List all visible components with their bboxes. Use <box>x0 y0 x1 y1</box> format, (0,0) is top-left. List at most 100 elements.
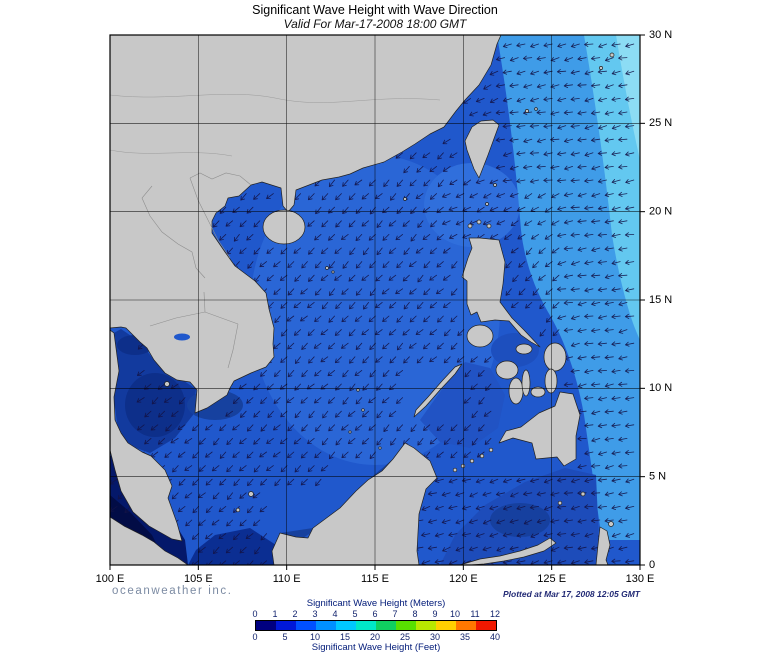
wave-direction-arrow <box>192 478 200 486</box>
wave-direction-arrow <box>584 178 594 184</box>
wave-direction-arrow <box>396 315 404 323</box>
legend-meters-tick-label: 7 <box>392 609 398 619</box>
wave-direction-arrow <box>341 288 349 295</box>
wave-direction-arrow <box>625 205 635 211</box>
wave-direction-arrow <box>590 273 601 279</box>
wave-direction-arrow <box>591 192 601 198</box>
wave-direction-arrow <box>321 220 329 228</box>
wave-direction-arrow <box>618 137 628 143</box>
wave-direction-arrow <box>144 437 152 445</box>
wave-direction-arrow <box>308 356 315 364</box>
land-china-indochina <box>110 35 502 414</box>
wave-direction-arrow <box>597 178 607 184</box>
wave-direction-arrow <box>525 274 533 282</box>
wave-direction-arrow <box>584 70 594 76</box>
wave-direction-arrow <box>563 219 573 225</box>
legend-feet-tick-label: 5 <box>282 632 288 642</box>
wave-direction-arrow <box>272 451 281 458</box>
wave-direction-arrow <box>450 424 458 432</box>
wave-direction-arrow <box>150 424 159 431</box>
wave-direction-arrow <box>423 261 431 269</box>
wave-direction-arrow <box>260 478 268 486</box>
wave-direction-arrow <box>543 177 553 183</box>
wave-direction-arrow <box>502 532 512 538</box>
wave-direction-arrow <box>550 518 560 524</box>
wave-direction-arrow <box>266 383 274 391</box>
wave-direction-arrow <box>172 465 179 473</box>
wave-direction-arrow <box>253 220 261 228</box>
wave-direction-arrow <box>388 274 397 281</box>
wave-direction-arrow <box>349 247 356 256</box>
wave-direction-arrow <box>469 492 478 498</box>
wave-direction-arrow <box>618 191 628 197</box>
wave-direction-arrow <box>625 70 635 76</box>
wave-direction-arrow <box>307 301 315 309</box>
wave-direction-arrow <box>280 410 288 418</box>
wave-direction-arrow <box>322 410 329 419</box>
wave-direction-arrow <box>421 505 431 511</box>
wave-direction-arrow <box>334 356 342 364</box>
wave-direction-arrow <box>287 288 295 296</box>
wave-direction-arrow <box>577 355 587 361</box>
wave-direction-arrow <box>253 465 261 473</box>
land-sulawesi-arm <box>459 537 557 565</box>
wave-direction-arrow <box>436 288 444 295</box>
wave-direction-arrow <box>563 110 573 116</box>
border-line <box>227 323 239 369</box>
wave-direction-arrow <box>402 274 410 282</box>
wave-direction-arrow <box>611 260 621 266</box>
wave-direction-arrow <box>320 274 329 281</box>
page-title: Significant Wave Height with Wave Direct… <box>252 3 498 17</box>
wave-direction-arrow <box>348 193 356 201</box>
wave-direction-arrow <box>198 519 206 526</box>
wave-direction-arrow <box>597 314 607 320</box>
wave-direction-arrow <box>516 151 526 157</box>
wave-direction-arrow <box>436 424 444 431</box>
wave-direction-arrow <box>611 96 621 102</box>
wave-direction-arrow <box>604 464 614 470</box>
wave-direction-arrow <box>618 110 628 116</box>
wave-direction-arrow <box>544 233 553 240</box>
wave-direction-arrow <box>618 409 628 415</box>
axis-labels: 100 E 105 E 110 E 115 E 120 E 125 E 130 E 0 5 N 1… <box>96 29 673 585</box>
wave-direction-arrow <box>307 329 315 336</box>
wave-direction-arrow <box>448 206 458 212</box>
wave-direction-arrow <box>502 69 512 75</box>
wave-direction-arrow <box>246 397 254 404</box>
wave-direction-arrow <box>334 329 342 336</box>
wave-direction-arrow <box>334 247 342 254</box>
wave-direction-arrow <box>625 559 635 565</box>
legend-feet-ticks: 0 5 10 15 20 25 30 35 40 <box>252 632 500 642</box>
wave-direction-arrow <box>329 288 336 296</box>
wave-direction-arrow <box>198 437 206 445</box>
wave-direction-arrow <box>441 519 451 524</box>
wave-direction-arrow <box>464 369 472 378</box>
wave-direction-arrow <box>538 274 546 281</box>
wave-direction-arrow <box>427 491 438 497</box>
wave-direction-arrow <box>570 232 580 238</box>
plotted-timestamp: Plotted at Mar 17, 2008 12:05 GMT <box>503 589 640 599</box>
wave-direction-arrow <box>604 491 614 497</box>
wave-direction-arrow <box>611 233 621 238</box>
wave-direction-arrow <box>563 545 573 551</box>
wave-direction-arrow <box>273 288 281 295</box>
wave-direction-arrow <box>509 57 519 62</box>
wave-direction-arrow <box>212 492 220 500</box>
wave-direction-arrow <box>355 261 363 269</box>
wave-direction-arrow <box>590 137 601 143</box>
wave-direction-arrow <box>177 451 186 458</box>
wave-direction-arrow <box>205 451 213 458</box>
wave-direction-arrow <box>625 287 635 293</box>
wave-direction-arrow <box>287 342 295 350</box>
wave-direction-arrow <box>274 369 281 378</box>
wave-direction-arrow <box>403 301 410 310</box>
wave-direction-arrow <box>597 97 607 103</box>
graticule <box>110 35 640 565</box>
wave-direction-arrow <box>564 57 573 62</box>
wave-direction-arrow <box>570 505 580 511</box>
wave-direction-arrow <box>408 261 417 268</box>
wave-direction-arrow <box>198 492 206 499</box>
wave-direction-arrow <box>402 220 410 227</box>
wave-direction-arrow <box>341 342 349 349</box>
